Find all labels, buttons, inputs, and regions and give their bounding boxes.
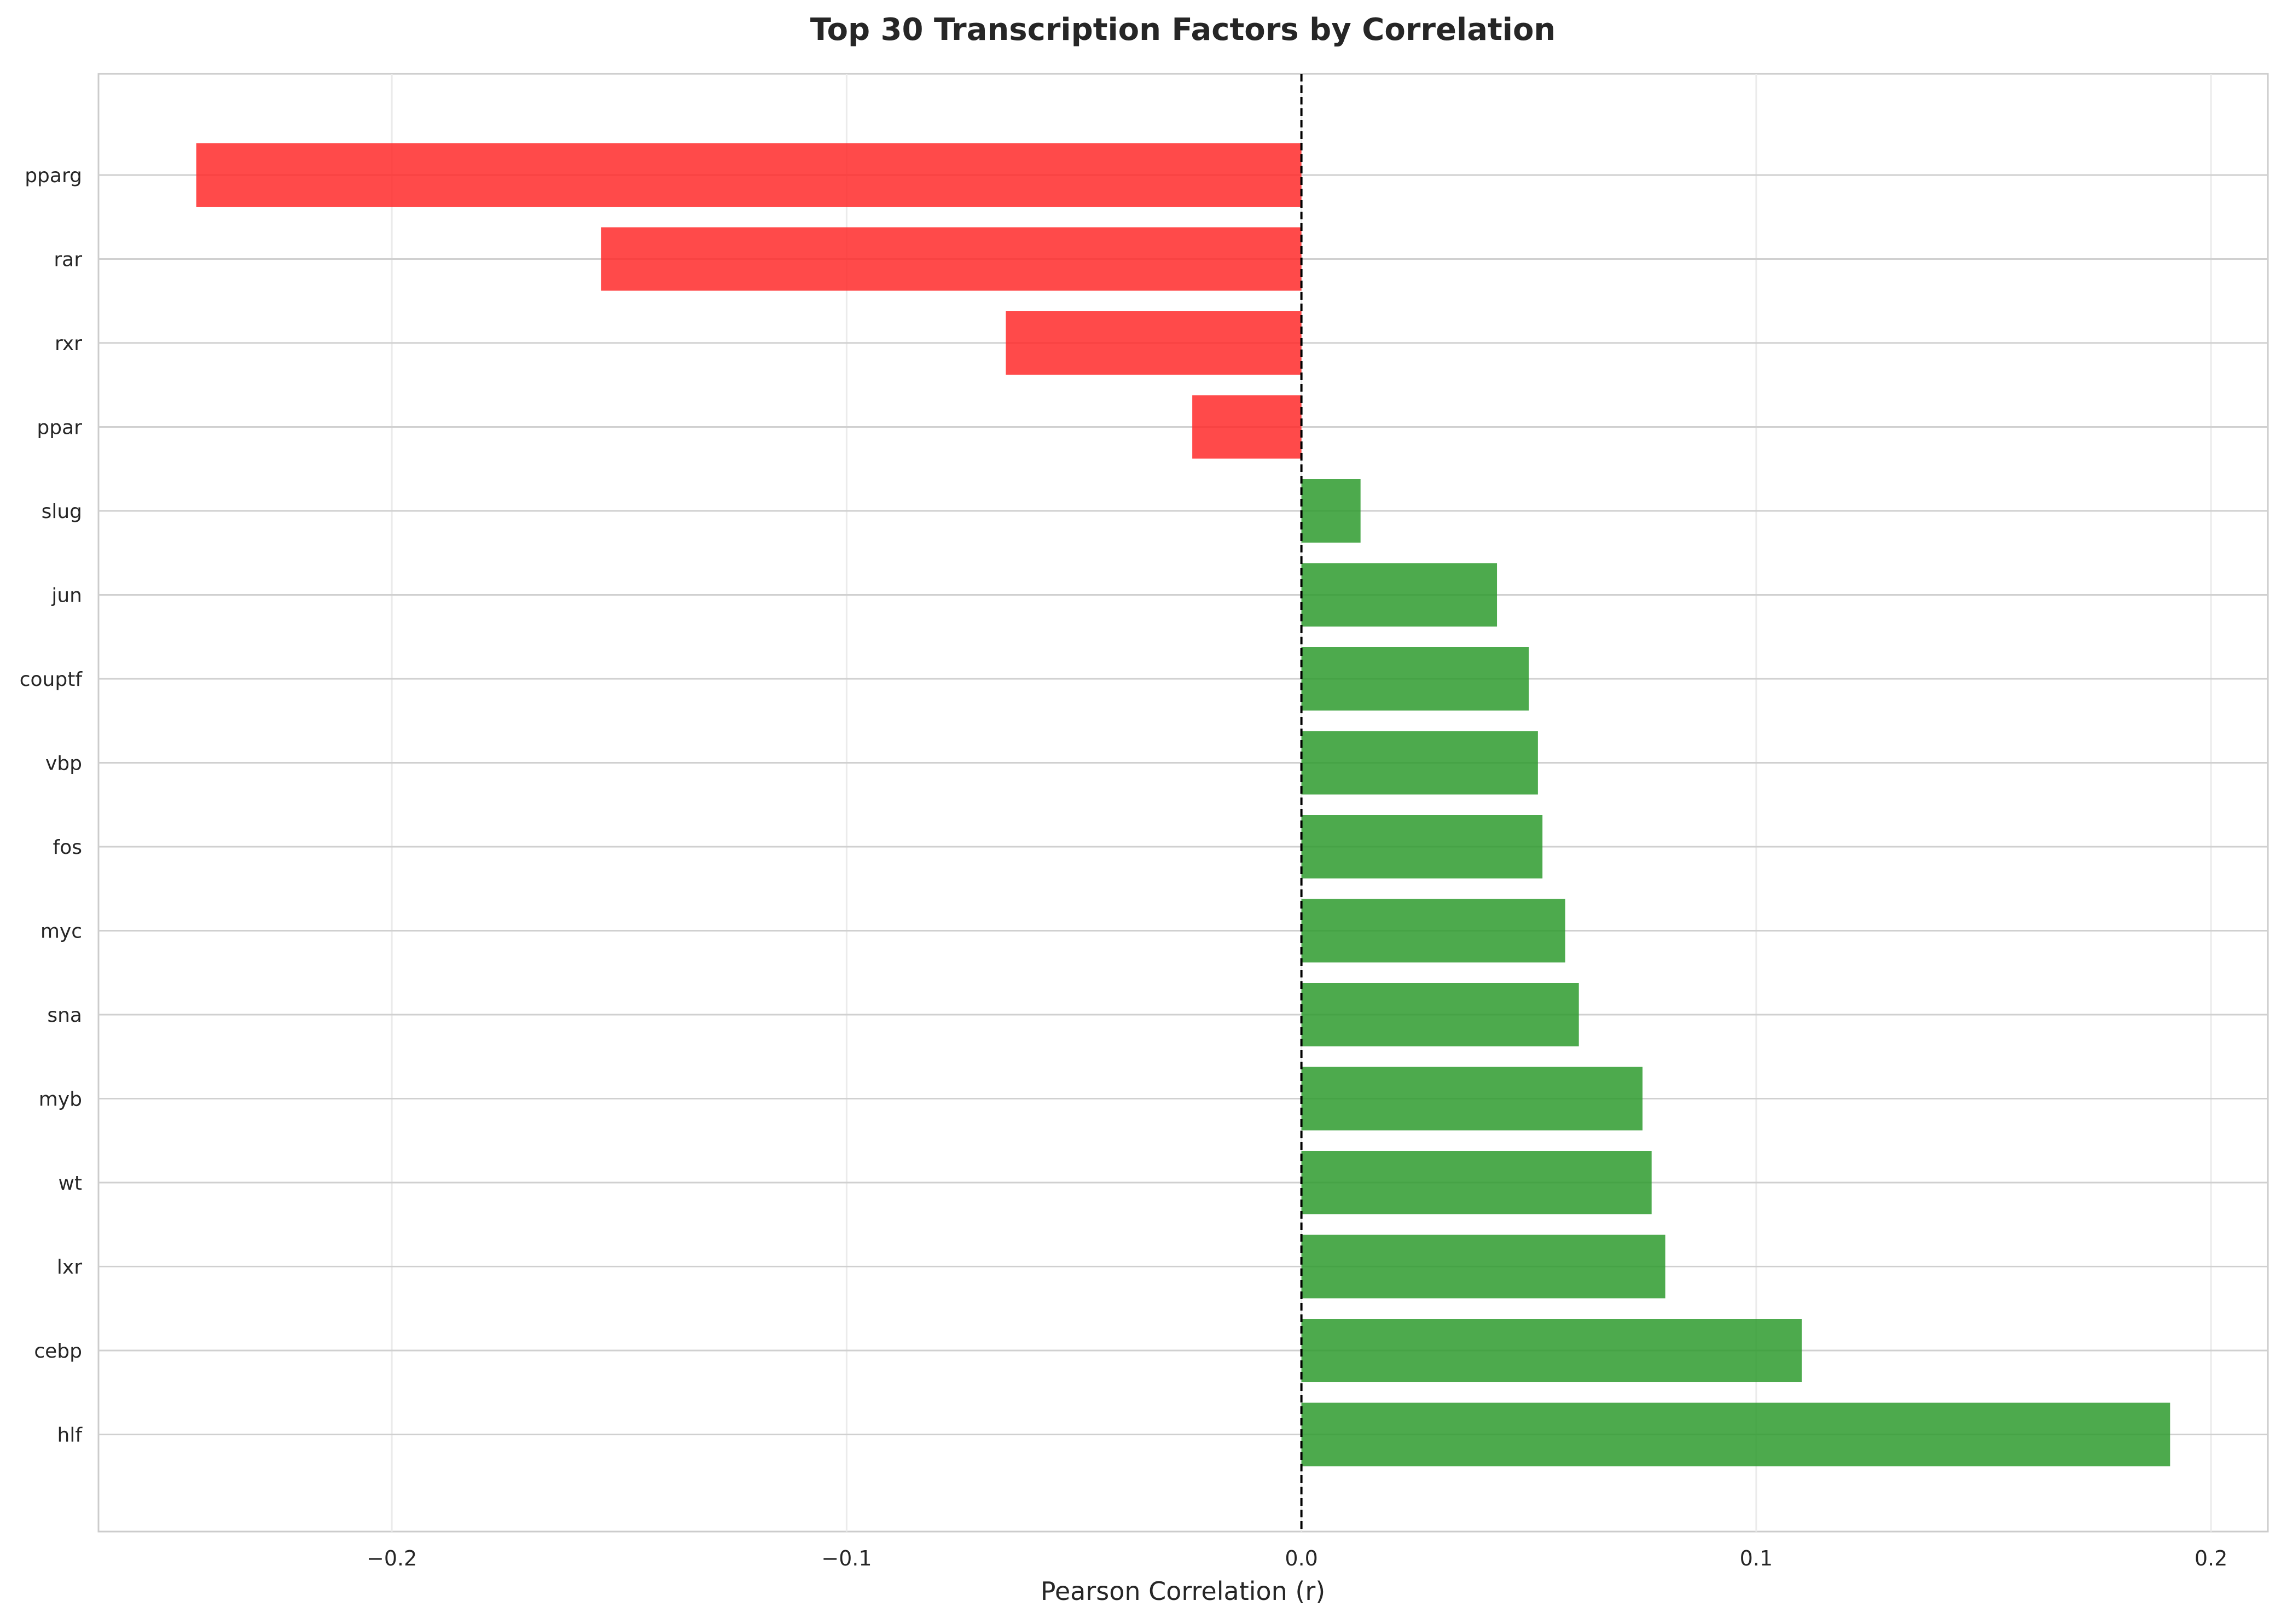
bar-couptf xyxy=(1301,647,1529,711)
x-tick-label: −0.1 xyxy=(821,1546,872,1570)
category-label: wt xyxy=(58,1172,82,1195)
x-axis-label: Pearson Correlation (r) xyxy=(1041,1576,1325,1606)
category-label: rxr xyxy=(55,333,82,355)
bar-hlf xyxy=(1301,1402,2170,1466)
category-label: pparg xyxy=(25,165,82,187)
bar-cebp xyxy=(1301,1319,1802,1382)
bar-lxr xyxy=(1301,1235,1665,1299)
category-label: vbp xyxy=(45,753,82,775)
category-label: jun xyxy=(51,585,82,607)
category-label: fos xyxy=(53,836,82,859)
bar-jun xyxy=(1301,563,1498,627)
category-label: myc xyxy=(40,921,82,943)
bar-fos xyxy=(1301,815,1543,878)
category-label: slug xyxy=(42,500,82,523)
chart-title: Top 30 Transcription Factors by Correlat… xyxy=(810,12,1556,48)
bar-vbp xyxy=(1301,731,1538,795)
x-tick-label: 0.2 xyxy=(2195,1546,2227,1570)
category-label: rar xyxy=(54,249,82,271)
bar-wt xyxy=(1301,1151,1652,1214)
x-tick-labels: −0.2 −0.1 0.0 0.1 0.2 xyxy=(367,1546,2227,1570)
category-label: couptf xyxy=(20,668,83,691)
category-label: sna xyxy=(47,1004,82,1027)
category-label: lxr xyxy=(57,1256,82,1279)
bar-myc xyxy=(1301,899,1565,963)
category-label: myb xyxy=(39,1089,82,1111)
bar-myb xyxy=(1301,1067,1643,1131)
bar-slug xyxy=(1301,479,1361,543)
bar-pparg xyxy=(196,143,1302,207)
category-label: ppar xyxy=(37,417,82,439)
x-tick-label: −0.2 xyxy=(367,1546,417,1570)
bar-rar xyxy=(601,227,1302,291)
x-tick-label: 0.0 xyxy=(1285,1546,1317,1570)
plot-area xyxy=(97,73,2269,1533)
category-label: hlf xyxy=(57,1424,83,1447)
category-labels: pparg rar rxr ppar slug jun couptf vbp fos myc sna… xyxy=(20,165,83,1447)
bar-sna xyxy=(1301,983,1579,1046)
bars xyxy=(196,143,2170,1466)
category-label: cebp xyxy=(34,1340,82,1363)
bar-rxr xyxy=(1006,311,1302,375)
x-tick-label: 0.1 xyxy=(1740,1546,1773,1570)
bar-ppar xyxy=(1192,395,1302,459)
